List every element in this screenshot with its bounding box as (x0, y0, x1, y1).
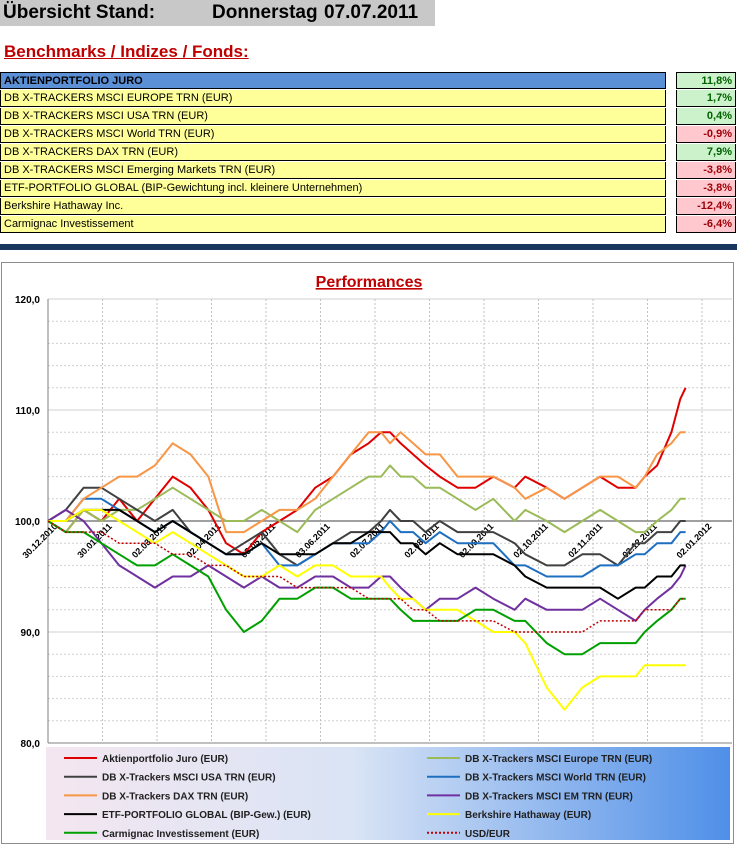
table-row: Berkshire Hathaway Inc. -12,4% (0, 198, 737, 216)
table-row: DB X-TRACKERS MSCI Emerging Markets TRN … (0, 162, 737, 180)
row-name: AKTIENPORTFOLIO JURO (0, 72, 666, 89)
row-name: Berkshire Hathaway Inc. (0, 198, 666, 215)
table-row: AKTIENPORTFOLIO JURO 11,8% (0, 72, 737, 90)
row-value: -3,8% (676, 180, 736, 197)
row-value: -3,8% (676, 162, 736, 179)
row-name: DB X-TRACKERS MSCI EUROPE TRN (EUR) (0, 90, 666, 107)
legend-label: DB X-Trackers MSCI USA TRN (EUR) (102, 773, 276, 784)
series-line (47, 387, 687, 556)
legend-label: DB X-Trackers MSCI World TRN (EUR) (465, 773, 646, 784)
y-tick-label: 100,0 (15, 517, 40, 528)
row-value: -6,4% (676, 216, 736, 233)
row-name: Carmignac Investissement (0, 216, 666, 233)
header-label: Übersicht Stand: (3, 2, 156, 23)
series-line (47, 520, 686, 633)
series-line (48, 431, 686, 534)
row-value: 7,9% (676, 144, 736, 161)
chart-title: Performances (316, 274, 423, 291)
row-value: 1,7% (676, 90, 736, 107)
legend-label: USD/EUR (465, 829, 511, 840)
table-row: DB X-TRACKERS MSCI USA TRN (EUR) 0,4% (0, 108, 737, 126)
row-value: 0,4% (676, 108, 736, 125)
series-line (47, 508, 687, 622)
legend-label: DB X-Trackers DAX TRN (EUR) (102, 791, 248, 802)
x-tick-label: 02.10.2011 (511, 521, 550, 560)
series-line (48, 508, 686, 600)
legend-background (46, 747, 730, 840)
row-name: DB X-TRACKERS DAX TRN (EUR) (0, 144, 666, 161)
header-weekday: Donnerstag (212, 2, 318, 23)
accent-divider (0, 244, 737, 250)
table-row: DB X-TRACKERS MSCI World TRN (EUR) -0,9% (0, 126, 737, 144)
y-tick-label: 80,0 (21, 739, 41, 750)
series-line (47, 486, 686, 567)
x-tick-label: 02.01.2012 (674, 521, 713, 560)
row-value: -12,4% (676, 198, 736, 215)
series-line (48, 508, 686, 711)
x-tick-label: 30.01.2011 (75, 521, 114, 560)
performance-chart: 80,0 90,0 100,0 110,0 120,0 30.12.2010 30.01.2… (1, 262, 734, 844)
row-name: ETF-PORTFOLIO GLOBAL (BIP-Gewichtung inc… (0, 180, 666, 197)
row-name: DB X-TRACKERS MSCI Emerging Markets TRN … (0, 162, 666, 179)
section-title: Benchmarks / Indizes / Fonds: (4, 42, 249, 61)
row-name: DB X-TRACKERS MSCI World TRN (EUR) (0, 126, 666, 143)
y-tick-label: 90,0 (21, 628, 41, 639)
series-line (47, 464, 686, 534)
y-tick-label: 110,0 (16, 406, 41, 417)
table-row: Carmignac Investissement -6,4% (0, 216, 737, 234)
row-value: 11,8% (676, 72, 736, 89)
legend-label: ETF-PORTFOLIO GLOBAL (BIP-Gew.) (EUR) (102, 810, 311, 821)
legend-label: Aktienportfolio Juro (EUR) (102, 754, 228, 765)
table-row: DB X-TRACKERS MSCI EUROPE TRN (EUR) 1,7% (0, 90, 737, 108)
row-value: -0,9% (676, 126, 736, 143)
legend-label: Berkshire Hathaway (EUR) (465, 810, 591, 821)
legend-label: DB X-Trackers MSCI EM TRN (EUR) (465, 791, 633, 802)
table-row: ETF-PORTFOLIO GLOBAL (BIP-Gewichtung inc… (0, 180, 737, 198)
legend-label: DB X-Trackers MSCI Europe TRN (EUR) (465, 754, 652, 765)
header-date: 07.07.2011 (324, 2, 419, 23)
row-name: DB X-TRACKERS MSCI USA TRN (EUR) (0, 108, 666, 125)
table-row: DB X-TRACKERS DAX TRN (EUR) 7,9% (0, 144, 737, 162)
legend-label: Carmignac Investissement (EUR) (102, 829, 259, 840)
y-tick-label: 120,0 (15, 295, 40, 306)
header-bar: Übersicht Stand: Donnerstag 07.07.2011 (0, 0, 435, 26)
